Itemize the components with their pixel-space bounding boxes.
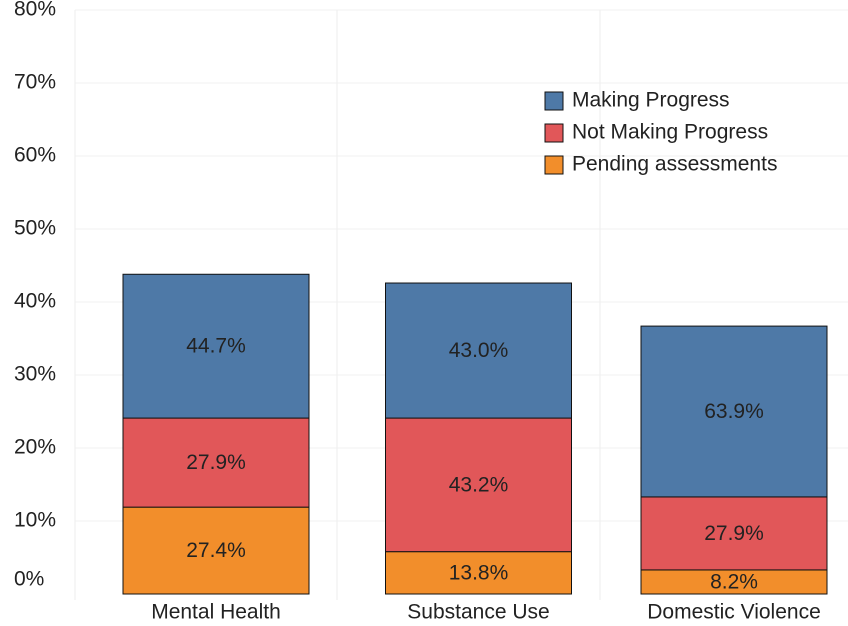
y-tick-label: 20% bbox=[14, 436, 56, 459]
segment-label: 8.2% bbox=[710, 571, 758, 594]
y-tick-label: 10% bbox=[14, 509, 56, 532]
bar-segment bbox=[122, 273, 310, 419]
x-tick-label: Mental Health bbox=[151, 601, 281, 624]
segment-label: 27.9% bbox=[704, 522, 764, 545]
segment-label: 44.7% bbox=[186, 335, 246, 358]
bar-segment bbox=[122, 506, 310, 595]
segment-label: 13.8% bbox=[449, 561, 509, 584]
legend-swatch bbox=[544, 155, 564, 175]
bar-segment bbox=[640, 325, 828, 498]
legend-label: Pending assessments bbox=[572, 153, 777, 176]
y-tick-label: 40% bbox=[14, 290, 56, 313]
bar-segment bbox=[640, 496, 828, 571]
bar-segment bbox=[385, 551, 572, 595]
segment-label: 27.4% bbox=[186, 539, 246, 562]
legend-swatch bbox=[544, 91, 564, 111]
bar-segment bbox=[122, 417, 310, 508]
x-tick-label: Domestic Violence bbox=[647, 601, 821, 624]
y-tick-label: 70% bbox=[14, 71, 56, 94]
segment-label: 43.0% bbox=[449, 339, 509, 362]
segment-label: 43.2% bbox=[449, 473, 509, 496]
y-tick-label: 60% bbox=[14, 144, 56, 167]
y-tick-label: 50% bbox=[14, 217, 56, 240]
segment-label: 27.9% bbox=[186, 451, 246, 474]
y-tick-label: 80% bbox=[14, 0, 56, 21]
y-tick-label: 0% bbox=[14, 568, 44, 591]
bar-segment bbox=[385, 282, 572, 419]
legend-label: Making Progress bbox=[572, 89, 730, 112]
x-tick-label: Substance Use bbox=[407, 601, 549, 624]
legend-label: Not Making Progress bbox=[572, 121, 768, 144]
legend-swatch bbox=[544, 123, 564, 143]
y-tick-label: 30% bbox=[14, 363, 56, 386]
bar-segment bbox=[385, 417, 572, 553]
segment-label: 63.9% bbox=[704, 400, 764, 423]
